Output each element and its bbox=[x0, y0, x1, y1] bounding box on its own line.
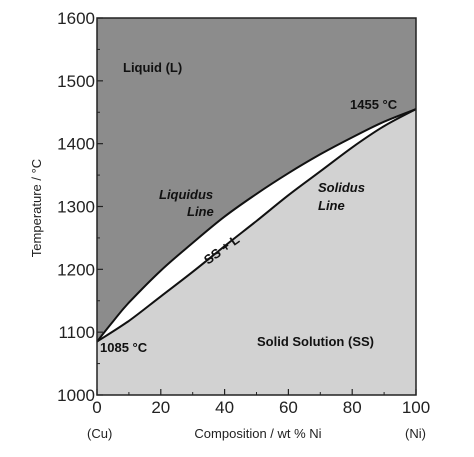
liquid-region bbox=[97, 18, 416, 342]
y-tick-label: 1300 bbox=[57, 198, 95, 217]
x-tick-label: 100 bbox=[402, 398, 430, 417]
y-tick-label: 1000 bbox=[57, 386, 95, 405]
plot-lines bbox=[96, 108, 417, 343]
liquidus-line bbox=[96, 108, 417, 343]
x-tick-label: 0 bbox=[92, 398, 101, 417]
liquidus-label-line1: Liquidus bbox=[159, 187, 213, 202]
region-label-liquid: Liquid (L) bbox=[123, 60, 182, 75]
x-tick-label: 20 bbox=[151, 398, 170, 417]
ticks: 0 20 40 60 80 100 1000 1100 1200 1300 1400 1500 1600 bbox=[57, 9, 430, 417]
x-axis-left-end-label: (Cu) bbox=[87, 426, 112, 441]
region-label-solid-solution: Solid Solution (SS) bbox=[257, 334, 374, 349]
cu-melting-point-label: 1085 °C bbox=[100, 340, 148, 355]
solidus-line bbox=[96, 108, 417, 343]
x-axis-right-end-label: (Ni) bbox=[405, 426, 426, 441]
solidus-label-line1: Solidus bbox=[318, 180, 365, 195]
y-tick-label: 1400 bbox=[57, 135, 95, 154]
x-tick-label: 60 bbox=[279, 398, 298, 417]
y-tick-label: 1200 bbox=[57, 260, 95, 279]
ni-melting-point-label: 1455 °C bbox=[350, 97, 398, 112]
y-tick-label: 1100 bbox=[58, 323, 95, 342]
liquidus-label-line2: Line bbox=[187, 204, 214, 219]
x-tick-label: 40 bbox=[215, 398, 234, 417]
x-tick-label: 80 bbox=[343, 398, 362, 417]
y-axis-title: Temperature / °C bbox=[29, 159, 44, 257]
y-tick-label: 1600 bbox=[57, 9, 95, 28]
solidus-label-line2: Line bbox=[318, 198, 345, 213]
x-axis-title: Composition / wt % Ni bbox=[194, 426, 321, 441]
y-tick-label: 1500 bbox=[57, 72, 95, 91]
